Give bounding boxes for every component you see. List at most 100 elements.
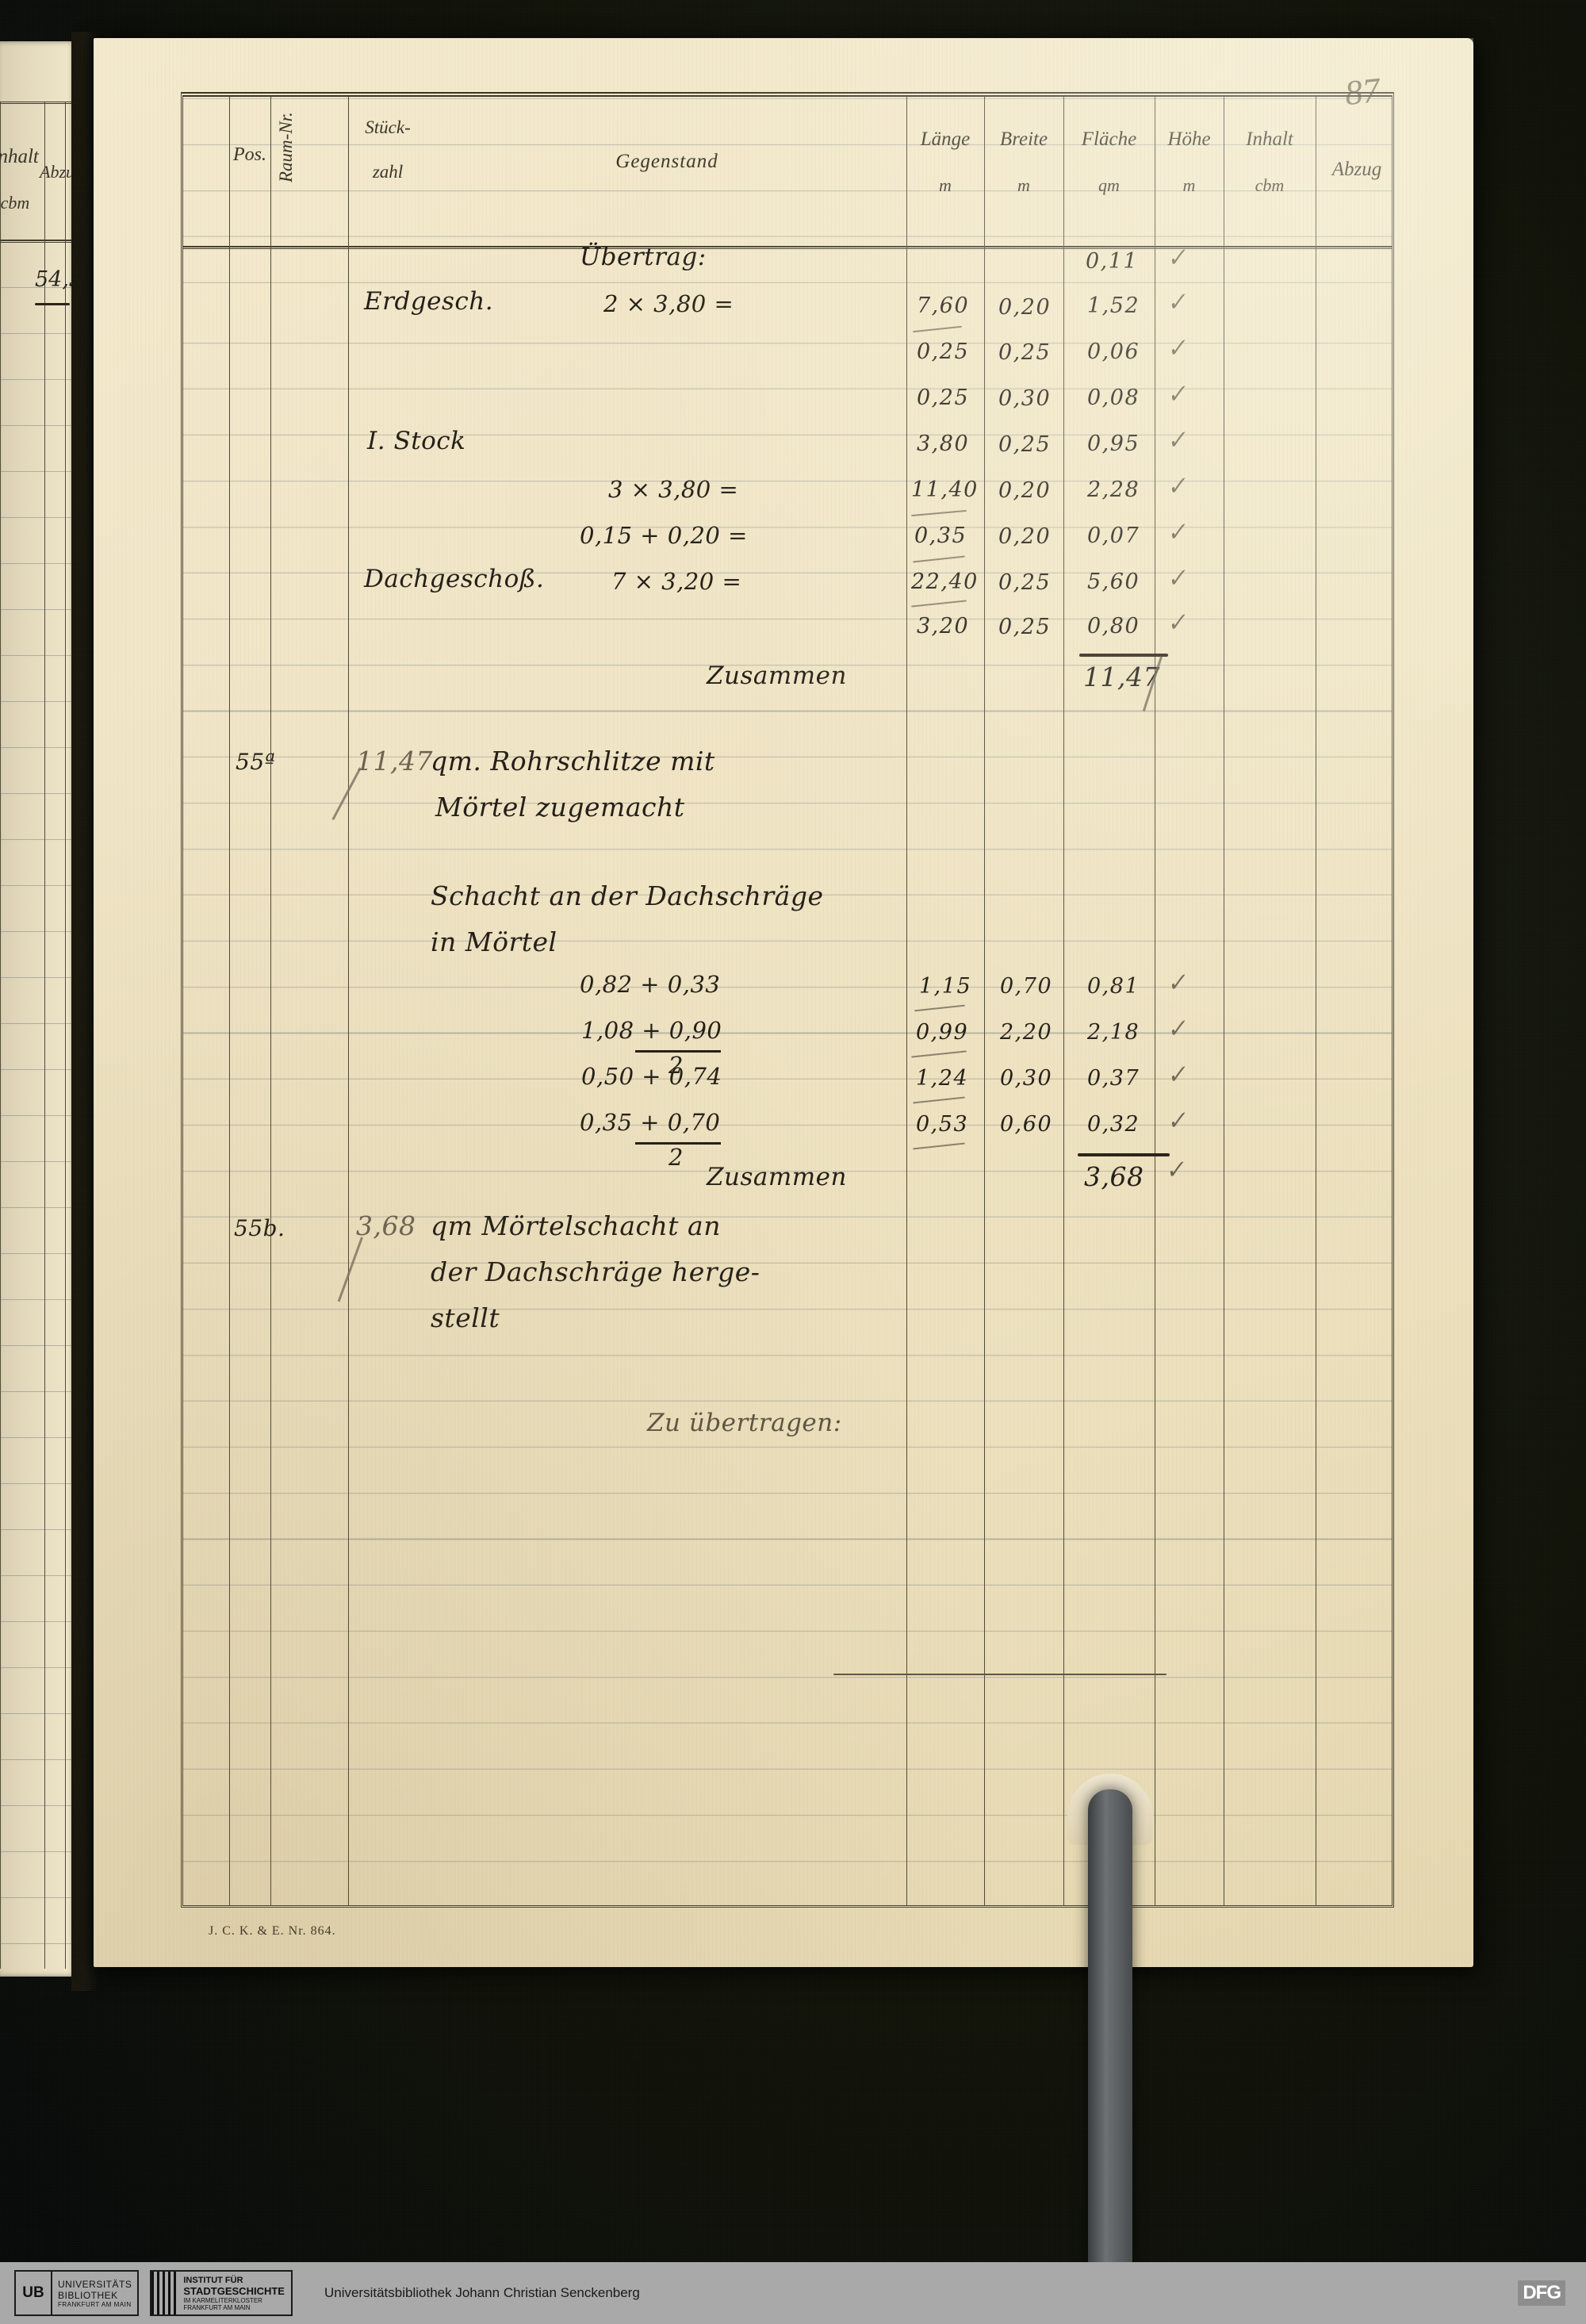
row-laenge: 0,35 bbox=[914, 523, 967, 548]
left-page-header-abzug: Abzug bbox=[40, 162, 71, 182]
measurement-table: Pos. Raum-Nr. Stück- zahl Gegenstand Län… bbox=[94, 38, 1473, 1967]
header-flaeche: Fläche qm bbox=[1081, 128, 1137, 195]
ub-line2: BIBLIOTHEK bbox=[58, 2289, 118, 2301]
row-breite: 0,20 bbox=[998, 524, 1052, 549]
isg-logo: INSTITUT FÜR STADTGESCHICHTE IM KARMELIT… bbox=[150, 2270, 293, 2316]
dfg-logo: DFG bbox=[1518, 2280, 1565, 2306]
row-formula: 0,35 + 0,70 bbox=[580, 1109, 721, 1136]
printed-form-code: J. C. K. & E. Nr. 864. bbox=[209, 1924, 336, 1938]
header-pos: Pos. bbox=[233, 144, 266, 165]
check-tick-icon: ✓ bbox=[1164, 426, 1189, 455]
row-breite: 2,20 bbox=[1000, 1020, 1053, 1045]
row-flaeche: 2,28 bbox=[1087, 477, 1140, 502]
row-flaeche: 0,06 bbox=[1087, 339, 1140, 364]
row-laenge: 3,80 bbox=[917, 431, 970, 456]
row-breite: 0,20 bbox=[998, 478, 1052, 503]
check-tick-icon: ✓ bbox=[1164, 1014, 1189, 1044]
check-tick-icon: ✓ bbox=[1164, 564, 1189, 593]
left-page-header-inhalt: Inhalt cbm bbox=[0, 146, 39, 213]
row-flaeche: 0,81 bbox=[1087, 974, 1140, 999]
entry-stueckzahl: 11,47 bbox=[356, 746, 433, 777]
row-laenge: 1,15 bbox=[919, 974, 972, 999]
row-flaeche: 0,07 bbox=[1087, 523, 1140, 548]
row-laenge: 1,24 bbox=[916, 1066, 969, 1091]
row-formula: Zusammen bbox=[707, 1163, 847, 1191]
row-label: Dachgeschoß. bbox=[364, 565, 545, 593]
entry-description-line: qm. Rohrschlitze mit bbox=[431, 746, 715, 777]
row-formula: 1,08 + 0,90 bbox=[581, 1017, 722, 1044]
check-tick-icon: ✓ bbox=[1164, 1106, 1189, 1136]
row-flaeche: 2,18 bbox=[1087, 1020, 1140, 1045]
row-breite: 0,25 bbox=[998, 615, 1052, 639]
isg-line1: INSTITUT FÜR bbox=[183, 2275, 243, 2285]
row-flaeche: 0,32 bbox=[1087, 1112, 1140, 1137]
col-rule-pos bbox=[229, 97, 230, 1905]
check-tick-icon: ✓ bbox=[1164, 472, 1189, 501]
col-rule-laenge bbox=[984, 97, 985, 1905]
header-gegenstand: Gegenstand bbox=[615, 151, 718, 172]
check-tick-icon: ✓ bbox=[1163, 1156, 1187, 1185]
entry-description-line: stellt bbox=[431, 1302, 500, 1333]
row-formula: 7 × 3,20 = bbox=[611, 568, 742, 595]
entry-stueckzahl: 3,68 bbox=[356, 1210, 416, 1241]
row-flaeche: 0,11 bbox=[1086, 249, 1139, 274]
row-laenge: 0,25 bbox=[917, 385, 970, 410]
check-tick-icon: ✓ bbox=[1164, 380, 1189, 409]
entry-description-line: der Dachschräge herge- bbox=[431, 1256, 760, 1287]
row-formula: 0,50 + 0,74 bbox=[581, 1063, 722, 1090]
sum-underline bbox=[1079, 654, 1168, 657]
check-tick-icon: ✓ bbox=[1164, 244, 1189, 273]
row-laenge: 3,20 bbox=[917, 614, 970, 639]
row-formula: 2 × 3,80 = bbox=[603, 290, 734, 317]
entry-description-line: qm Mörtelschacht an bbox=[431, 1210, 721, 1241]
row-laenge: 0,53 bbox=[916, 1112, 969, 1137]
library-name: Universitätsbibliothek Johann Christian … bbox=[324, 2285, 640, 2300]
row-breite: 0,20 bbox=[998, 295, 1052, 320]
row-breite: 0,25 bbox=[998, 432, 1052, 457]
ub-seal-icon: UB bbox=[16, 2272, 52, 2314]
check-tick-icon: ✓ bbox=[1164, 334, 1189, 363]
row-formula: 3 × 3,80 = bbox=[608, 476, 739, 503]
col-rule-breite bbox=[1063, 97, 1064, 1905]
row-flaeche: 5,60 bbox=[1087, 569, 1140, 594]
isg-line2: STADTGESCHICHTE bbox=[183, 2284, 285, 2297]
fraction-bar bbox=[635, 1142, 721, 1145]
row-flaeche: 1,52 bbox=[1087, 293, 1140, 318]
subheading-line: in Mörtel bbox=[431, 926, 557, 957]
sum-underline bbox=[1078, 1153, 1170, 1156]
row-flaeche: 0,37 bbox=[1087, 1066, 1140, 1091]
row-flaeche: 0,80 bbox=[1087, 614, 1140, 639]
row-flaeche: 3,68 bbox=[1084, 1161, 1144, 1192]
row-laenge: 0,25 bbox=[917, 339, 970, 364]
row-flaeche: 0,08 bbox=[1087, 385, 1140, 410]
col-rule-gegenstand bbox=[906, 97, 907, 1905]
entry-pos: 55b. bbox=[234, 1215, 285, 1241]
row-laenge: 7,60 bbox=[917, 293, 970, 318]
col-rule-raum bbox=[270, 97, 271, 1905]
ruled-lines bbox=[183, 97, 1392, 1905]
library-footer-bar: UB UNIVERSITÄTS BIBLIOTHEK FRANKFURT AM … bbox=[0, 2262, 1586, 2324]
previous-page-edge: Inhalt cbm Abzug 54,33 bbox=[0, 41, 71, 1977]
header-hoehe: Höhe m bbox=[1167, 128, 1211, 195]
check-tick-icon: ✓ bbox=[1164, 608, 1189, 638]
row-divisor: 2 bbox=[668, 1052, 684, 1079]
table-border: Pos. Raum-Nr. Stück- zahl Gegenstand Län… bbox=[181, 92, 1394, 1908]
ub-line1: UNIVERSITÄTS bbox=[58, 2278, 132, 2290]
row-flaeche: 11,47 bbox=[1083, 662, 1160, 692]
carry-underline bbox=[833, 1674, 1167, 1675]
left-page-abzug-value: 54,33 bbox=[35, 267, 71, 292]
row-flaeche: 0,95 bbox=[1087, 431, 1140, 456]
row-breite: 0,70 bbox=[1000, 974, 1053, 999]
check-tick-icon: ✓ bbox=[1164, 1060, 1189, 1090]
header-breite: Breite m bbox=[999, 128, 1048, 195]
isg-arches-icon bbox=[150, 2270, 178, 2316]
header-abzug: Abzug bbox=[1331, 159, 1382, 180]
row-formula: Übertrag: bbox=[580, 243, 707, 271]
header-separator bbox=[183, 246, 1392, 249]
subheading-line: Schacht an der Dachschräge bbox=[431, 880, 824, 911]
row-laenge: 22,40 bbox=[911, 569, 979, 594]
row-breite: 0,30 bbox=[1000, 1066, 1053, 1091]
page-holder-clip bbox=[1088, 1789, 1132, 2265]
check-tick-icon: ✓ bbox=[1164, 968, 1189, 998]
check-tick-icon: ✓ bbox=[1164, 288, 1189, 317]
